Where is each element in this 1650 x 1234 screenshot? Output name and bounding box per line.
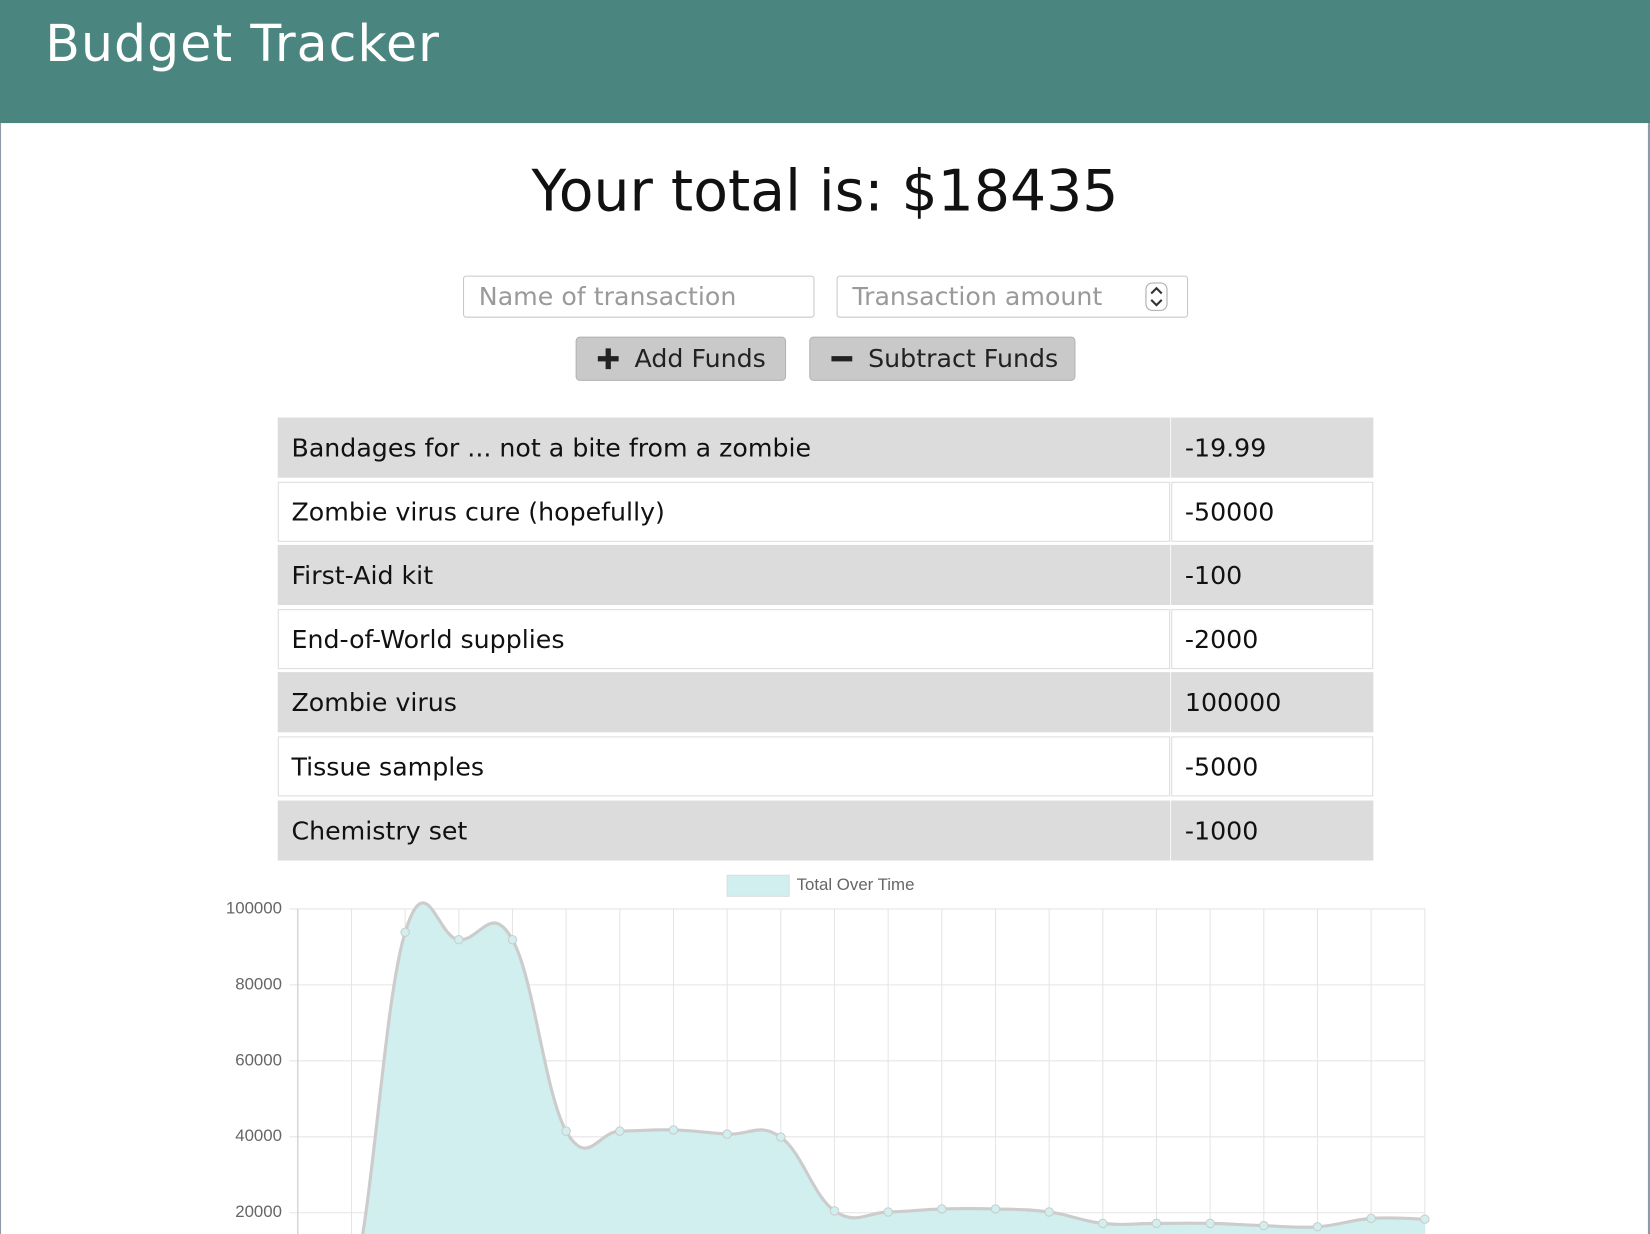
spinner[interactable] — [1145, 282, 1168, 311]
scrollbar-edge — [1647, 123, 1650, 1234]
point — [829, 1206, 840, 1216]
point — [1259, 1220, 1269, 1231]
legend-label: Total Over Time — [797, 875, 915, 894]
point — [1312, 1222, 1323, 1232]
add-funds-button[interactable]: Add Funds — [575, 336, 787, 381]
amount-cell: -50000 — [1171, 481, 1374, 542]
point — [400, 927, 410, 938]
line — [361, 901, 1425, 1234]
point — [454, 934, 464, 945]
name-cell: Bandages for ... not a bite from a zombi… — [277, 417, 1171, 478]
point — [507, 934, 518, 945]
placeholder: Transaction amount — [852, 281, 1103, 312]
y-tick-label: 20000 — [235, 1202, 282, 1221]
y-tick-label: 40000 — [235, 1126, 282, 1145]
point — [1098, 1218, 1108, 1229]
point — [1151, 1218, 1162, 1229]
y-tick-label: 60000 — [235, 1050, 282, 1069]
subtract-funds-button[interactable]: Subtract Funds — [809, 336, 1076, 381]
transactions-table: Bandages for ... not a bite from a zombi… — [277, 417, 1374, 863]
total: Your total is: $18435 — [531, 157, 1119, 225]
amount-cell: 100000 — [1171, 672, 1374, 733]
table-row: First-Aid kit -100 — [277, 544, 1374, 608]
point — [776, 1132, 786, 1142]
point — [1044, 1207, 1054, 1217]
point — [615, 1126, 625, 1136]
name-cell: Chemistry set — [277, 800, 1171, 861]
area — [362, 902, 1425, 1234]
point — [990, 1204, 1001, 1214]
point — [1205, 1218, 1215, 1229]
point — [722, 1129, 732, 1139]
table-row: Zombie virus cure (hopefully) -50000 — [277, 480, 1374, 544]
amount-cell: -2000 — [1171, 608, 1374, 669]
name-cell: Tissue samples — [277, 736, 1171, 797]
table-row: Bandages for ... not a bite from a zombi… — [277, 417, 1374, 481]
name-cell: First-Aid kit — [277, 545, 1171, 606]
amount-cell: -1000 — [1171, 800, 1374, 861]
placeholder: Name of transaction — [478, 281, 737, 312]
table-row: Zombie virus 100000 — [277, 672, 1374, 736]
button-label: Subtract Funds — [868, 344, 1059, 374]
border — [0, 123, 2, 1234]
y-tick-label: 100000 — [226, 898, 282, 917]
table-row: Chemistry set -1000 — [277, 799, 1374, 863]
button-label: Add Funds — [634, 344, 766, 374]
legend-swatch — [726, 874, 790, 897]
plus-icon — [597, 348, 619, 370]
name-cell: End-of-World supplies — [277, 608, 1171, 669]
name-input[interactable]: Name of transaction — [463, 275, 815, 318]
amount-cell: -5000 — [1171, 736, 1374, 797]
point — [883, 1207, 893, 1217]
point — [937, 1204, 947, 1214]
amount-input[interactable]: Transaction amount — [836, 275, 1189, 318]
header: Budget Tracker — [0, 0, 1650, 124]
chart: 20000 40000 60000 80000 100000 Total Over Tim… — [226, 874, 1430, 1234]
amount-cell: -19.99 — [1171, 417, 1374, 478]
amount-cell: -100 — [1171, 545, 1374, 606]
point — [561, 1126, 571, 1136]
point — [668, 1125, 679, 1135]
minus-icon — [831, 356, 853, 362]
point — [1366, 1213, 1376, 1224]
table-row: Tissue samples -5000 — [277, 735, 1374, 799]
point — [1420, 1214, 1430, 1224]
name-cell: Zombie virus — [277, 672, 1171, 733]
table-row: End-of-World supplies -2000 — [277, 608, 1374, 672]
y-tick-label: 80000 — [235, 974, 282, 993]
app-title: Budget Tracker — [45, 14, 440, 74]
name-cell: Zombie virus cure (hopefully) — [277, 481, 1171, 542]
